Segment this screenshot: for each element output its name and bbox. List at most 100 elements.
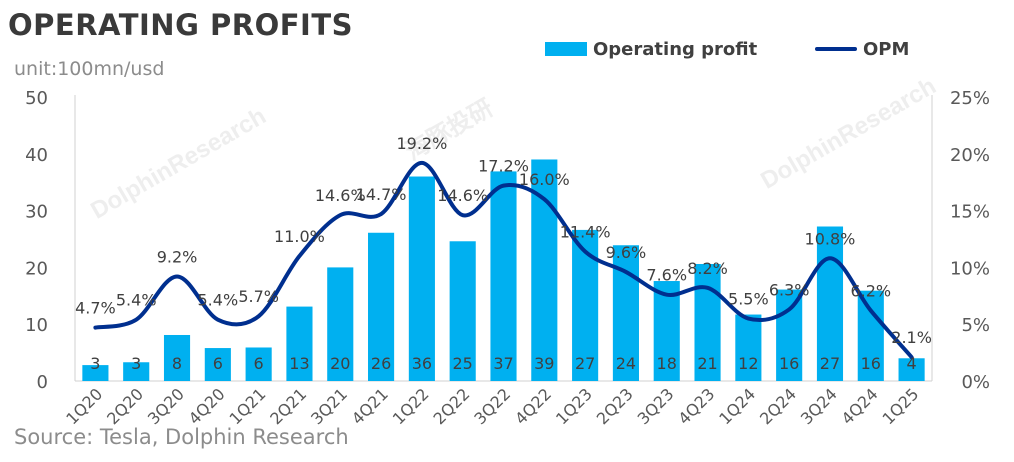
opm-line [93, 160, 914, 360]
bar [816, 226, 844, 381]
bar [490, 171, 517, 381]
opm-value-label: 6.2% [850, 282, 891, 301]
bar-value-label: 4 [907, 354, 917, 373]
y-tick-label-right: 20% [950, 145, 990, 166]
y-tick-label-right: 10% [950, 258, 990, 279]
bar [245, 347, 272, 381]
bar [776, 289, 803, 381]
bar-value-label: 25 [453, 354, 473, 373]
x-tick-label: 2Q23 [593, 384, 637, 428]
x-tick-label: 3Q20 [144, 384, 188, 428]
y-tick-label-left: 50 [25, 88, 48, 109]
bar [694, 263, 721, 381]
y-tick-label-left: 30 [25, 202, 48, 223]
bar [408, 176, 435, 381]
opm-value-label: 19.2% [396, 134, 447, 153]
opm-value-label: 10.8% [805, 229, 856, 248]
opm-value-label: 14.6% [437, 186, 488, 205]
bar [572, 229, 599, 381]
x-tick-label: 4Q21 [348, 384, 392, 428]
bar [82, 365, 109, 381]
opm-value-label: 6.3% [769, 280, 810, 299]
x-tick-label: 3Q21 [307, 384, 351, 428]
y-tick-label-right: 5% [961, 315, 990, 336]
legend-line-swatch [815, 47, 857, 51]
bar-value-label: 8 [172, 354, 182, 373]
x-tick-label: 1Q25 [878, 384, 922, 428]
bar-value-label: 27 [820, 354, 840, 373]
bar-value-label: 18 [657, 354, 677, 373]
opm-value-label: 16.0% [519, 170, 570, 189]
y-tick-label-left: 10 [25, 315, 48, 336]
x-tick-label: 1Q22 [389, 384, 433, 428]
x-tick-label: 4Q20 [185, 384, 229, 428]
bar [653, 281, 680, 381]
bar-value-label: 16 [861, 354, 881, 373]
opm-value-label: 9.2% [157, 247, 198, 266]
opm-value-label: 9.6% [606, 243, 647, 262]
bar-value-label: 21 [697, 354, 717, 373]
opm-value-label: 17.2% [478, 157, 529, 176]
opm-value-label: 14.7% [356, 185, 407, 204]
x-tick-label: 4Q24 [838, 384, 882, 428]
y-tick-label-right: 25% [950, 88, 990, 109]
x-tick-label: 2Q21 [266, 384, 310, 428]
opm-value-label: 7.6% [646, 266, 687, 285]
bar [327, 267, 354, 381]
legend-opm: OPM [815, 36, 909, 62]
opm-value-label: 2.1% [891, 328, 932, 347]
x-tick-label: 1Q21 [226, 384, 270, 428]
opm-value-label: 14.6% [315, 186, 366, 205]
y-tick-label-left: 40 [25, 145, 48, 166]
bar-value-label: 20 [330, 354, 350, 373]
bar [735, 314, 762, 381]
x-tick-label: 2Q20 [103, 384, 147, 428]
bar-value-label: 3 [90, 354, 100, 373]
bar-value-label: 13 [289, 354, 309, 373]
opm-value-label: 4.7% [75, 299, 116, 318]
opm-value-label: 5.4% [198, 291, 239, 310]
x-tick-label: 4Q22 [511, 384, 555, 428]
bar-value-label: 16 [779, 354, 799, 373]
bar-value-label: 39 [534, 354, 554, 373]
bar-value-label: 3 [131, 354, 141, 373]
chart-title: OPERATING PROFITS [8, 8, 353, 42]
x-tick-label: 1Q23 [552, 384, 596, 428]
x-tick-label: 3Q22 [470, 384, 514, 428]
y-tick-label-right: 15% [950, 202, 990, 223]
bar-value-label: 36 [412, 354, 432, 373]
bar [857, 290, 884, 381]
bar [898, 358, 925, 381]
x-tick-label: 4Q23 [674, 384, 718, 428]
bar [204, 348, 231, 381]
bar-value-label: 24 [616, 354, 636, 373]
opm-value-label: 5.7% [238, 287, 279, 306]
x-tick-label: 3Q24 [797, 384, 841, 428]
bar [286, 306, 313, 381]
bar [163, 334, 191, 381]
bar [449, 241, 476, 381]
opm-value-label: 5.4% [116, 291, 157, 310]
legend-line-label: OPM [863, 38, 910, 60]
legend-bar-label: Operating profit [593, 38, 758, 60]
legend-bar-swatch [545, 42, 587, 56]
x-tick-label: 1Q24 [715, 384, 759, 428]
bar-value-label: 6 [254, 354, 264, 373]
source-note: Source: Tesla, Dolphin Research [14, 425, 349, 449]
x-tick-label: 2Q24 [756, 384, 800, 428]
y-tick-label-right: 0% [961, 372, 990, 393]
opm-value-label: 5.5% [728, 290, 769, 309]
y-tick-label-left: 0 [37, 372, 48, 393]
bar [531, 159, 558, 381]
bar-value-label: 37 [493, 354, 513, 373]
legend-operating-profit: Operating profit [545, 36, 757, 62]
bar [368, 232, 395, 381]
bar-value-label: 27 [575, 354, 595, 373]
opm-value-label: 11.0% [274, 227, 325, 246]
x-tick-label: 1Q20 [62, 384, 106, 428]
opm-value-label: 11.4% [560, 222, 611, 241]
bar-value-label: 12 [738, 354, 758, 373]
x-tick-label: 3Q23 [634, 384, 678, 428]
bar [123, 362, 150, 381]
